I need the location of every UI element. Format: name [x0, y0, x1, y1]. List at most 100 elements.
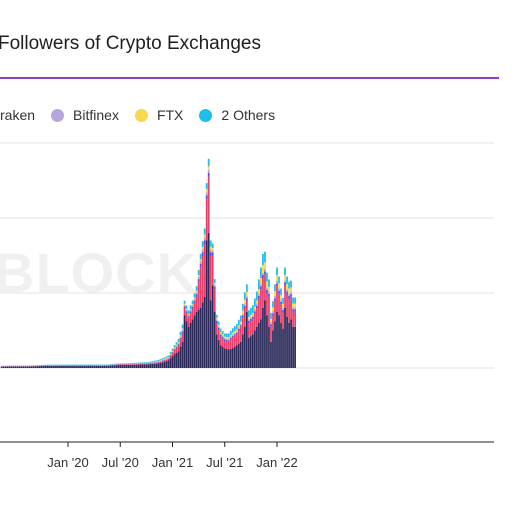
- bar-segment-2-others: [171, 348, 174, 351]
- bar-segment-binance: [229, 339, 232, 349]
- bar-segment-coinbase: [20, 366, 23, 368]
- legend-item-2-others[interactable]: 2 Others: [199, 107, 275, 123]
- bar-segment-coinbase: [219, 345, 222, 368]
- bar-segment-coinbase: [280, 323, 282, 368]
- bar-segment-coinbase: [43, 365, 45, 368]
- bar-segment-coinbase: [252, 334, 254, 368]
- bar-stack: [185, 305, 188, 369]
- bar-stack: [79, 364, 81, 368]
- bar-segment-coinbase: [235, 345, 238, 368]
- bar-segment-bitfinex: [284, 280, 286, 283]
- bar-segment-2-others: [233, 326, 236, 332]
- bar-segment-kraken: [268, 293, 270, 297]
- bar-stack: [153, 360, 156, 368]
- bar-stack: [141, 362, 144, 369]
- bar-stack: [209, 240, 212, 368]
- bar-segment-2-others: [133, 362, 136, 364]
- bar-segment-2-others: [123, 363, 126, 364]
- bar-segment-ftx: [211, 248, 214, 251]
- bar-segment-bitfinex: [272, 311, 274, 314]
- bar-segment-2-others: [177, 338, 180, 342]
- bar-segment-ftx: [163, 358, 166, 360]
- legend-item-bitfinex[interactable]: Bitfinex: [51, 107, 119, 123]
- bar-segment-coinbase: [237, 343, 240, 369]
- bar-stack: [63, 364, 65, 368]
- bar-stack: [203, 228, 206, 368]
- bar-segment-ftx: [217, 324, 220, 327]
- legend-swatch-ftx: [134, 108, 148, 122]
- bar-stack: [181, 324, 184, 368]
- bar-segment-coinbase: [157, 363, 160, 368]
- bar-segment-bitfinex: [175, 345, 178, 347]
- legend-item-ftx[interactable]: FTX: [134, 107, 183, 123]
- bar-stack: [26, 365, 29, 368]
- bar-segment-binance: [121, 364, 124, 365]
- bar-segment-bitfinex: [195, 292, 198, 295]
- bar-segment-binance: [294, 311, 296, 327]
- bar-stack: [274, 284, 276, 369]
- bar-stack: [28, 365, 31, 369]
- bar-segment-ftx: [161, 359, 164, 361]
- bar-segment-ftx: [227, 337, 230, 339]
- bar-segment-2-others: [256, 291, 258, 301]
- bar-segment-coinbase: [221, 347, 224, 368]
- bar-segment-binance: [272, 315, 274, 331]
- bar-segment-bitfinex: [286, 289, 288, 292]
- bar-stack: [99, 364, 102, 368]
- bar-stack: [260, 267, 262, 368]
- bar-segment-coinbase: [294, 326, 296, 368]
- bar-segment-binance: [274, 300, 276, 322]
- bar-segment-binance: [197, 281, 200, 310]
- bar-stack: [187, 310, 190, 368]
- bar-segment-binance: [239, 326, 242, 342]
- bar-stack: [217, 321, 220, 369]
- bar-segment-binance: [225, 341, 228, 349]
- bar-stack: [127, 363, 130, 368]
- bar-segment-2-others: [185, 305, 188, 309]
- bar-segment-coinbase: [91, 365, 93, 368]
- bar-segment-2-others: [179, 331, 182, 336]
- bar-stack: [105, 364, 108, 368]
- bar-segment-2-others: [127, 363, 130, 364]
- bar-segment-coinbase: [65, 365, 67, 368]
- bar-segment-coinbase: [2, 366, 5, 368]
- legend-swatch-2-others: [199, 108, 213, 122]
- bar-segment-binance: [137, 363, 140, 365]
- bar-segment-binance: [139, 363, 142, 365]
- bar-segment-coinbase: [249, 336, 252, 369]
- bar-segment-coinbase: [107, 365, 110, 368]
- bar-segment-coinbase: [123, 365, 126, 368]
- bar-segment-ftx: [274, 291, 276, 297]
- bar-segment-bitfinex: [235, 331, 238, 333]
- bar-segment-coinbase: [201, 302, 204, 369]
- bar-segment-bitfinex: [294, 307, 296, 310]
- bar-stack: [111, 363, 114, 368]
- bar-segment-kraken: [243, 305, 246, 308]
- bar-segment-2-others: [161, 358, 164, 360]
- bar-segment-kraken: [235, 332, 238, 335]
- bar-segment-bitfinex: [159, 360, 162, 362]
- bar-stack: [294, 297, 296, 368]
- bar-stack: [149, 361, 152, 368]
- bar-segment-coinbase: [211, 285, 214, 368]
- bar-stack: [173, 345, 176, 368]
- bar-segment-2-others: [266, 272, 268, 282]
- bar-stack: [258, 279, 260, 368]
- bar-segment-coinbase: [254, 330, 256, 368]
- bar-segment-coinbase: [193, 315, 196, 368]
- bar-segment-binance: [288, 299, 290, 323]
- legend-item-kraken[interactable]: raken: [0, 107, 35, 123]
- bar-segment-coinbase: [105, 365, 108, 368]
- bar-segment-binance: [231, 337, 234, 349]
- bar-segment-2-others: [286, 276, 288, 284]
- bar-segment-coinbase: [137, 364, 140, 369]
- bar-segment-coinbase: [139, 364, 142, 368]
- bar-segment-coinbase: [47, 365, 49, 368]
- bar-segment-bitfinex: [209, 249, 212, 253]
- bar-stack: [131, 362, 134, 368]
- bar-stack: [247, 310, 250, 368]
- bar-stack: [169, 352, 172, 368]
- bar-segment-kraken: [256, 305, 258, 308]
- bar-stack: [235, 324, 238, 368]
- bar-segment-coinbase: [34, 366, 37, 368]
